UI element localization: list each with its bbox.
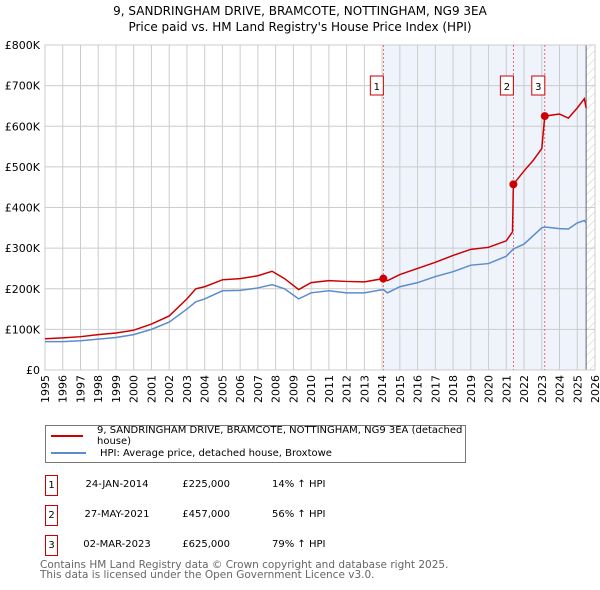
sale-label-box	[369, 75, 384, 96]
x-tick-label: 2026	[589, 375, 600, 403]
footer-line-2: This data is licensed under the Open Gov…	[40, 569, 375, 581]
x-tick-label: 2009	[287, 375, 300, 403]
x-tick-label: 2004	[199, 375, 212, 403]
sale-number: 3	[45, 535, 58, 556]
y-tick-label: £500K	[5, 161, 41, 174]
sale-hpi-diff: 79% ↑ HPI	[272, 539, 326, 550]
x-tick-label: 2015	[394, 375, 407, 403]
x-tick-label: 1998	[92, 375, 105, 403]
y-tick-label: £200K	[5, 283, 41, 296]
sale-point	[379, 274, 388, 283]
sale-row: 1 24-JAN-2014 £225,000 14% ↑ HPI	[45, 475, 545, 496]
sale-label-box	[499, 75, 514, 96]
y-tick-label: £600K	[5, 120, 41, 133]
y-tick-label: £400K	[5, 202, 41, 215]
y-tick-label: £800K	[5, 39, 41, 52]
sale-row: 2 27-MAY-2021 £457,000 56% ↑ HPI	[45, 505, 545, 526]
x-tick-label: 2003	[181, 375, 194, 403]
x-tick-label: 2018	[447, 375, 460, 403]
x-tick-label: 2022	[518, 375, 531, 403]
sale-date: 24-JAN-2014	[85, 479, 149, 490]
legend-label-property: 9, SANDRINGHAM DRIVE, BRAMCOTE, NOTTINGH…	[96, 425, 463, 447]
sale-date: 02-MAR-2023	[83, 539, 151, 550]
legend: 9, SANDRINGHAM DRIVE, BRAMCOTE, NOTTINGH…	[45, 425, 466, 463]
x-tick-label: 2025	[571, 375, 584, 403]
sale-date: 27-MAY-2021	[84, 509, 150, 520]
y-tick-label: £300K	[5, 242, 41, 255]
chart-subtitle: Price paid vs. HM Land Registry's House …	[128, 20, 472, 34]
sale-number: 2	[45, 505, 58, 526]
legend-swatch-hpi	[51, 452, 86, 454]
legend-swatch-property	[51, 435, 83, 437]
x-tick-label: 1997	[74, 375, 87, 403]
x-tick-label: 1995	[39, 375, 52, 403]
x-tick-label: 2005	[216, 375, 229, 403]
sale-point	[540, 112, 549, 121]
footer: Contains HM Land Registry data © Crown c…	[40, 559, 449, 581]
x-tick-label: 2014	[376, 375, 389, 403]
x-tick-label: 2007	[252, 375, 265, 403]
y-tick-label: £100K	[5, 323, 41, 336]
sale-price: £625,000	[182, 539, 230, 550]
sale-hpi-diff: 14% ↑ HPI	[272, 479, 326, 490]
x-tick-label: 2010	[305, 375, 318, 403]
chart-title: 9, SANDRINGHAM DRIVE, BRAMCOTE, NOTTINGH…	[113, 4, 487, 18]
x-tick-label: 2021	[500, 375, 513, 403]
sale-hpi-diff: 56% ↑ HPI	[272, 509, 326, 520]
x-tick-label: 2011	[323, 375, 336, 403]
x-tick-label: 2016	[412, 375, 425, 403]
x-tick-label: 2020	[483, 375, 496, 403]
sale-label: 1	[374, 82, 380, 93]
x-tick-label: 2008	[270, 375, 283, 403]
sale-row: 3 02-MAR-2023 £625,000 79% ↑ HPI	[45, 535, 545, 556]
y-tick-label: £700K	[5, 80, 41, 93]
sale-price: £457,000	[182, 509, 230, 520]
x-tick-label: 2002	[163, 375, 176, 403]
x-tick-label: 2023	[536, 375, 549, 403]
x-tick-label: 2019	[465, 375, 478, 403]
x-tick-label: 2024	[554, 375, 567, 403]
x-tick-label: 2006	[234, 375, 247, 403]
property-line	[44, 96, 587, 340]
sale-label-box	[531, 75, 546, 96]
x-tick-label: 1996	[57, 375, 70, 403]
plot-area: 1995 1996 1997 1998 1999 2000 2001 2002 2003 2004…	[5, 39, 600, 403]
y-tick-label: £0	[26, 364, 40, 377]
x-tick-label: 1999	[110, 375, 123, 403]
footer-line-1: Contains HM Land Registry data © Crown c…	[40, 559, 449, 571]
legend-label-hpi: HPI: Average price, detached house, Brox…	[100, 447, 332, 459]
sale-label: 3	[535, 82, 541, 93]
x-tick-label: 2001	[145, 375, 158, 403]
hpi-line	[45, 219, 587, 343]
plot-frame	[44, 44, 596, 371]
sale-price: £225,000	[182, 479, 230, 490]
sale-point	[509, 180, 518, 189]
x-tick-label: 2000	[128, 375, 141, 403]
x-tick-label: 2017	[429, 375, 442, 403]
sale-label: 2	[504, 82, 510, 93]
sale-number: 1	[45, 475, 58, 496]
x-tick-label: 2012	[341, 375, 354, 403]
x-tick-label: 2013	[358, 375, 371, 403]
